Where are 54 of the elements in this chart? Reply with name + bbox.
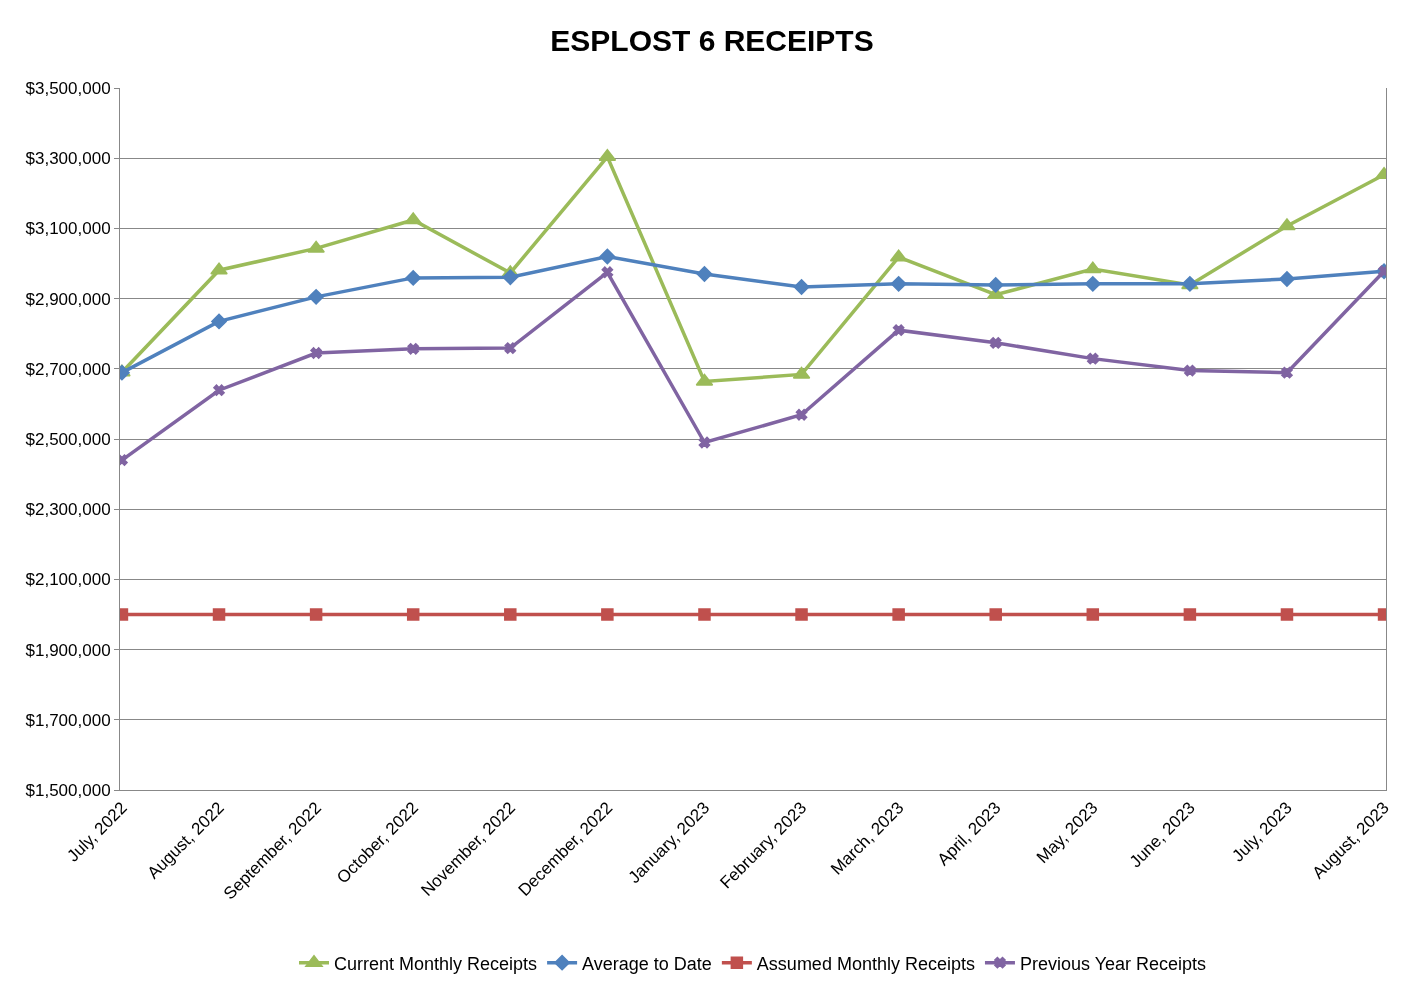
point — [601, 608, 614, 621]
y-tick-label: $2,700,000 — [25, 359, 111, 379]
y-tick-label: $1,700,000 — [25, 710, 111, 730]
point — [307, 240, 325, 253]
point — [213, 384, 225, 397]
point — [698, 436, 711, 449]
y-tick-label: $2,100,000 — [25, 570, 111, 590]
point — [310, 347, 322, 359]
point — [1084, 275, 1101, 292]
chart-title: ESPLOST 6 RECEIPTS — [550, 23, 874, 57]
y-tick-label: $2,300,000 — [25, 500, 111, 520]
point — [1184, 364, 1196, 377]
point — [892, 324, 905, 337]
point — [795, 408, 808, 421]
point — [1279, 271, 1295, 287]
point — [1281, 366, 1293, 379]
point — [599, 248, 616, 265]
y-tick-label: $1,900,000 — [25, 640, 111, 660]
point — [212, 608, 226, 621]
legend-label: Previous Year Receipts — [1019, 953, 1207, 974]
point — [890, 275, 907, 292]
point — [1086, 352, 1099, 365]
y-tick-label: $2,500,000 — [25, 429, 111, 449]
point — [696, 266, 713, 282]
point — [308, 288, 325, 305]
legend-label: Assumed Monthly Receipts — [756, 953, 975, 974]
legend-label: Current Monthly Receipts — [334, 953, 538, 974]
point — [987, 277, 1004, 293]
y-tick-label: $3,300,000 — [25, 149, 111, 169]
y-tick-label: $1,500,000 — [25, 780, 111, 800]
point — [795, 608, 808, 621]
point — [989, 608, 1002, 621]
point — [1086, 608, 1100, 621]
point — [1278, 218, 1296, 231]
y-tick-label: $3,500,000 — [25, 78, 111, 98]
point — [892, 608, 905, 621]
point — [502, 269, 519, 286]
point — [407, 342, 420, 355]
point — [405, 269, 422, 286]
point — [309, 608, 323, 621]
point — [698, 608, 711, 621]
point — [211, 313, 227, 330]
y-tick-label: $2,900,000 — [25, 289, 111, 309]
point — [504, 342, 517, 354]
point — [989, 336, 1002, 349]
point — [601, 266, 614, 279]
point — [504, 608, 517, 621]
point — [1280, 608, 1294, 621]
legend-label: Average to Date — [582, 953, 712, 974]
point — [210, 262, 228, 275]
point — [406, 608, 420, 621]
point — [793, 279, 810, 295]
point — [1183, 608, 1197, 621]
y-tick-label: $3,100,000 — [25, 219, 111, 239]
